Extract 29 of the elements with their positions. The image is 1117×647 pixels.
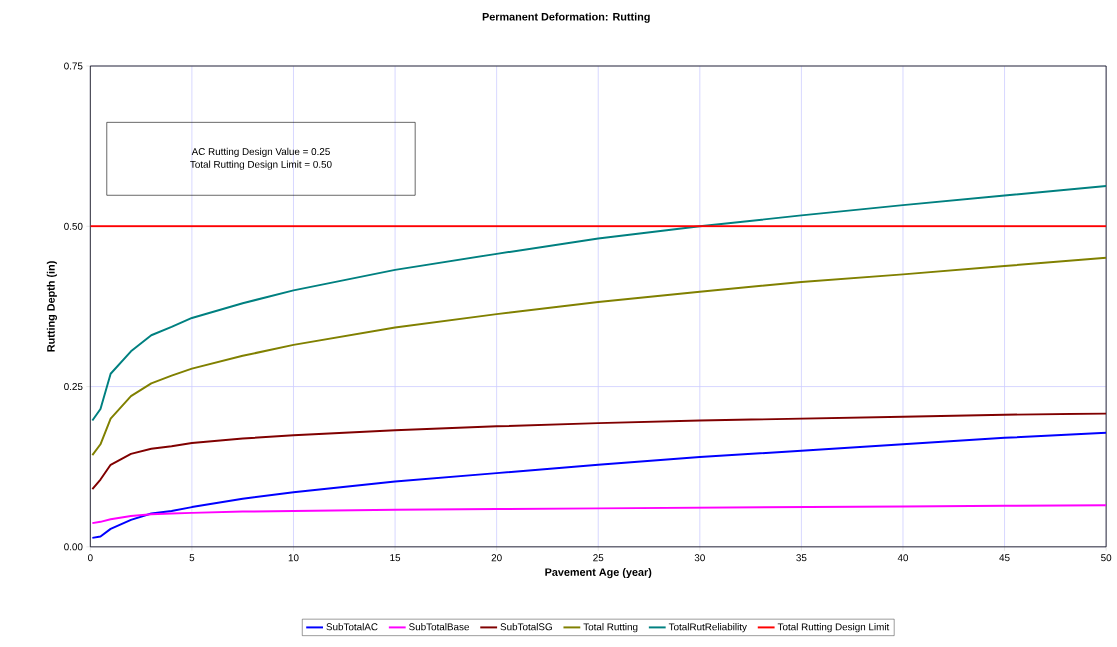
legend-label: SubTotalBase bbox=[409, 622, 469, 631]
annotation: Total Rutting Design Limit = 0.50 bbox=[190, 160, 332, 170]
y-tick-label: 0.75 bbox=[64, 62, 83, 70]
x-tick-label: 45 bbox=[999, 554, 1010, 561]
legend-label: Total Rutting bbox=[583, 622, 638, 633]
x-tick-label: 50 bbox=[1101, 554, 1112, 562]
legend-label: SubTotalSG bbox=[500, 622, 552, 631]
y-tick-label: 0.25 bbox=[64, 382, 83, 390]
x-tick-label: 5 bbox=[189, 554, 195, 561]
x-tick-label: 0 bbox=[87, 554, 93, 562]
y-tick-label: 0.50 bbox=[64, 222, 83, 230]
y-tick-label: 0.00 bbox=[64, 543, 83, 551]
chart-title: Permanent Deformation: Rutting bbox=[482, 12, 650, 23]
x-tick-label: 10 bbox=[288, 554, 299, 562]
annotation: AC Rutting Design Value = 0.25 bbox=[191, 147, 330, 157]
x-tick-label: 30 bbox=[694, 554, 705, 562]
x-tick-label: 35 bbox=[796, 554, 807, 562]
x-axis-title: Pavement Age (year) bbox=[545, 567, 652, 578]
y-axis-title: Rutting Depth (in) bbox=[46, 261, 57, 352]
legend-label: SubTotalAC bbox=[326, 622, 378, 631]
legend-label: Total Rutting Design Limit bbox=[777, 622, 890, 633]
x-tick-label: 20 bbox=[491, 554, 502, 562]
x-tick-label: 15 bbox=[390, 554, 401, 561]
line-series bbox=[91, 184, 1107, 422]
x-tick-label: 40 bbox=[897, 554, 909, 562]
legend-label: TotalRutReliability bbox=[668, 622, 747, 633]
x-tick-label: 25 bbox=[593, 554, 604, 562]
line-series bbox=[91, 431, 1107, 539]
line-series bbox=[91, 256, 1107, 456]
